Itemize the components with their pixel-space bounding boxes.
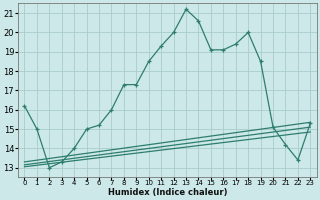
X-axis label: Humidex (Indice chaleur): Humidex (Indice chaleur) [108, 188, 227, 197]
